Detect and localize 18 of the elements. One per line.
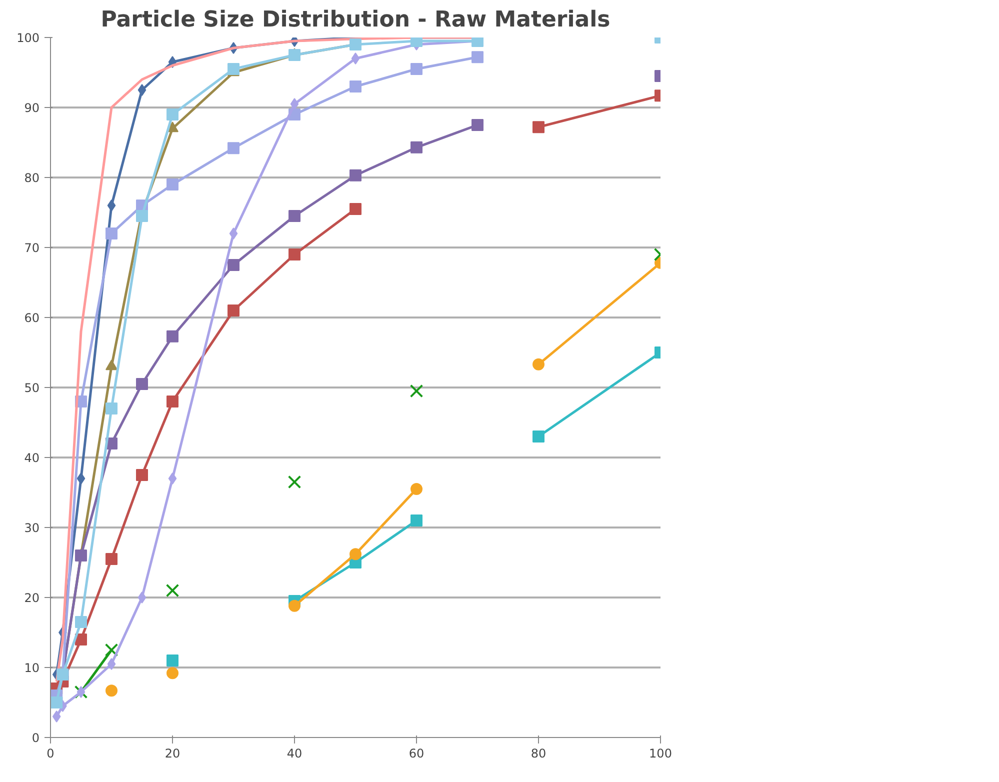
y-tick-label: 0 [32, 731, 40, 745]
x-tick-label: 100 [649, 746, 672, 760]
y-tick-label: 60 [24, 311, 40, 325]
x-tick-label: 60 [408, 746, 424, 760]
x-tick-label: 20 [164, 746, 180, 760]
chart-title: Particle Size Distribution - Raw Materials [100, 8, 610, 32]
x-tick-label: 40 [286, 746, 302, 760]
x-tick-label: 80 [530, 746, 546, 760]
y-tick-label: 30 [24, 521, 40, 535]
y-tick-label: 80 [24, 171, 40, 185]
y-tick-label: 90 [24, 101, 40, 115]
y-tick-label: 70 [24, 241, 40, 255]
y-tick-label: 100 [16, 31, 40, 45]
y-tick-label: 10 [24, 661, 40, 675]
y-tick-label: 40 [24, 451, 40, 465]
y-tick-label: 20 [24, 591, 40, 605]
y-tick-label: 50 [24, 381, 40, 395]
x-tick-label: 0 [46, 746, 54, 760]
